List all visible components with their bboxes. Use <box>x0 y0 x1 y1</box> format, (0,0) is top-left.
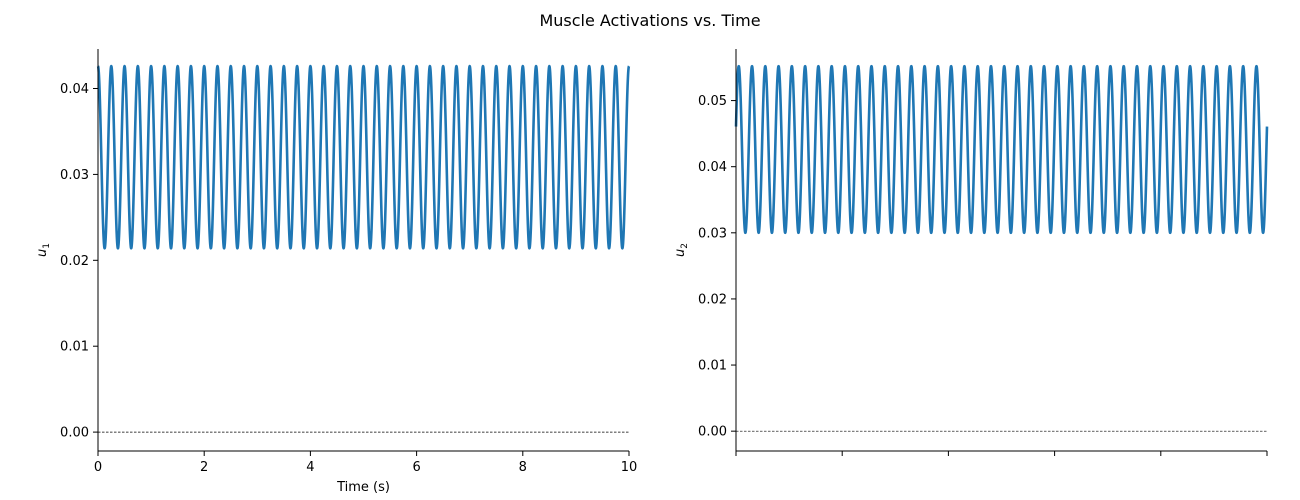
y-tick-label: 0.02 <box>698 292 727 307</box>
y-axis-label-subscript: 1 <box>42 243 52 249</box>
x-tick-label: 4 <box>306 460 314 475</box>
y-tick-label: 0.04 <box>60 82 89 97</box>
x-tick-label: 0 <box>94 460 102 475</box>
y-tick-label: 0.00 <box>60 426 89 441</box>
x-tick-label: 6 <box>412 460 420 475</box>
y-tick-label: 0.05 <box>698 94 727 109</box>
subplot-u2: 0.00 0.01 0.02 0.03 0.04 0.05 u2 <box>673 49 1269 456</box>
series-line-1 <box>734 64 1269 235</box>
y-tick-label: 0.01 <box>60 340 89 355</box>
y-axis-label-subscript: 2 <box>680 243 690 249</box>
y-axis-label-base: u <box>673 249 688 257</box>
figure-title: Muscle Activations vs. Time <box>539 11 760 30</box>
y-axis-label: u1 <box>35 243 52 257</box>
y-tick-label: 0.03 <box>60 168 89 183</box>
y-axis-label-base: u <box>35 249 50 257</box>
y-tick-label: 0.00 <box>698 425 727 440</box>
x-tick-label: 8 <box>519 460 527 475</box>
y-tick-label: 0.03 <box>698 226 727 241</box>
y-tick-label: 0.04 <box>698 160 727 175</box>
x-tick-label: 10 <box>621 460 638 475</box>
y-tick-label: 0.02 <box>60 254 89 269</box>
series-line-1 <box>96 64 631 250</box>
y-axis-label: u2 <box>673 243 690 257</box>
subplot-u1: 0 2 4 6 8 10 0.00 0.01 0.02 0.03 0.04 Time (s) u1 <box>35 49 637 495</box>
x-axis-label: Time (s) <box>336 480 390 495</box>
x-tick-label: 2 <box>200 460 208 475</box>
y-tick-label: 0.01 <box>698 359 727 374</box>
